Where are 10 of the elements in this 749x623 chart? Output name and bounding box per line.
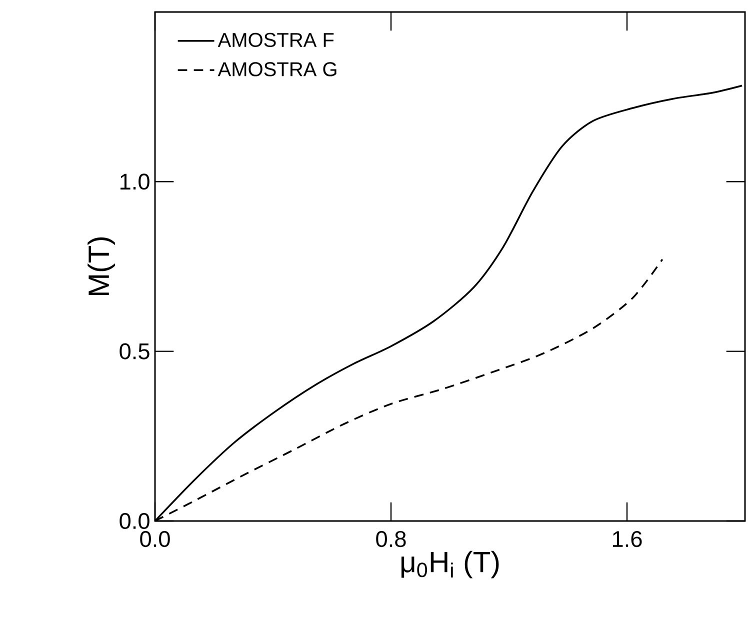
- x-tick-label: 1.6: [612, 531, 642, 548]
- y-tick-label: 0.5: [120, 343, 150, 360]
- y-axis-title: M(T): [88, 237, 115, 296]
- x-tick-label: 0.0: [140, 531, 170, 548]
- x-axis-title: μ$_{0}$H$_{i}$ (T): [401, 550, 499, 578]
- x-tick-label: 0.8: [376, 531, 406, 548]
- legend-label: AMOSTRA G: [218, 62, 336, 76]
- y-tick-label: 0.0: [120, 512, 150, 530]
- legend-label: AMOSTRA F: [218, 32, 334, 48]
- y-tick-label: 1.0: [120, 174, 150, 190]
